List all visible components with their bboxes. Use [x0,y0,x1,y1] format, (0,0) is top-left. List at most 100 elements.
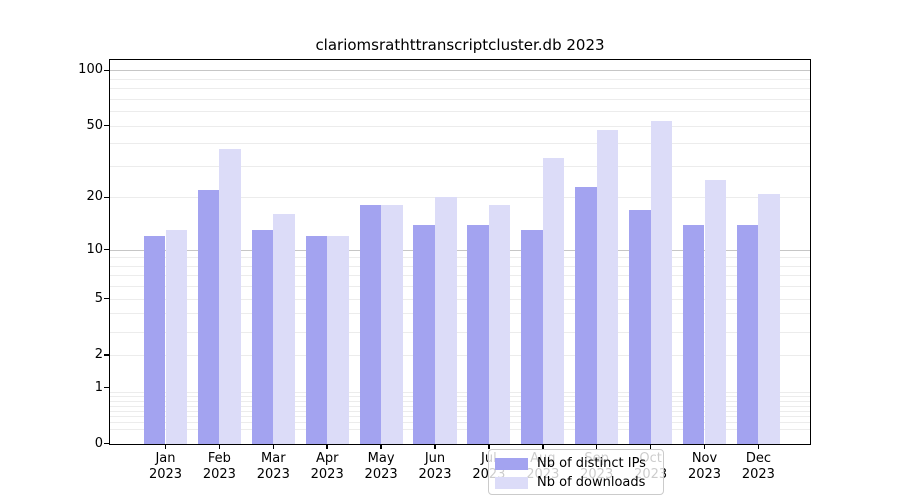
x-tick-month: Mar [261,451,286,466]
bar-downloads-aug [542,158,565,444]
legend: Nb of distinct IPs Nb of downloads [488,449,664,495]
bar-ips-oct [629,209,651,444]
bar-downloads-jan [165,230,188,444]
bar-downloads-jun [435,197,457,444]
bar-downloads-sep [596,130,619,444]
gridline-minor-0.5 [110,410,810,412]
bar-ips-may [359,205,382,444]
gridline-minor-0.7 [110,400,810,402]
bar-downloads-mar [273,214,295,444]
x-tick-label-mar: Mar 2023 [245,451,301,483]
y-tick-10 [104,248,110,251]
legend-item-downloads: Nb of downloads [495,474,663,491]
gridline-minor-40 [110,143,810,145]
x-tick-year: 2023 [202,467,236,482]
x-tick-month: May [367,451,395,466]
x-tick-month: Jan [155,451,176,466]
gridline-minor-60 [110,111,810,113]
legend-label-distinct-ips: Nb of distinct IPs [537,455,646,471]
x-tick-year: 2023 [418,467,452,482]
gridline-minor-7 [110,275,810,277]
x-tick-label-jan: Jan 2023 [138,451,194,483]
gridline-major-10 [110,249,810,251]
y-tick-label-100: 100 [78,62,103,78]
x-tick-aug [542,444,544,449]
x-tick-year: 2023 [364,467,398,482]
x-tick-label-dec: Dec 2023 [730,451,786,483]
bar-ips-jul [467,224,489,444]
gridline-minor-6 [110,286,810,288]
x-tick-year: 2023 [687,467,722,482]
y-tick-0 [104,442,110,445]
y-tick-label-20: 20 [86,189,103,205]
x-tick-jun [434,444,436,449]
x-tick-nov [703,444,706,449]
bar-ips-jun [413,224,435,444]
x-tick-label-jun: Jun 2023 [407,451,463,483]
x-tick-apr [326,444,328,449]
legend-item-distinct-ips: Nb of distinct IPs [495,455,663,472]
x-tick-year: 2023 [741,467,775,482]
legend-label-downloads: Nb of downloads [537,474,646,490]
bar-downloads-apr [327,236,349,444]
bar-ips-mar [251,230,274,444]
bar-downloads-nov [704,180,727,444]
y-tick-label-10: 10 [86,241,103,257]
plot-area: Nb of distinct IPs Nb of downloads [109,59,811,495]
x-tick-month: Feb [207,451,231,466]
gridline-minor-50 [110,125,810,127]
x-tick-mar [272,444,275,449]
bar-ips-apr [305,236,328,444]
gridline-minor-2 [110,354,810,356]
x-tick-jul [488,444,490,449]
legend-swatch-distinct-ips [495,457,528,470]
gridline-minor-0.3 [110,422,810,424]
gridline-minor-0.9 [110,391,810,393]
bar-ips-dec [736,224,759,444]
x-tick-label-nov: Nov 2023 [677,451,733,483]
y-tick-50 [104,124,110,127]
x-tick-month: Jun [424,451,446,466]
x-tick-month: Apr [315,451,339,466]
x-tick-year: 2023 [310,467,344,482]
gridline-minor-0.2 [110,428,810,430]
bar-downloads-oct [650,120,673,444]
y-tick-100 [104,69,110,72]
x-tick-sep [595,444,598,449]
gridline-minor-0.4 [110,416,810,418]
gridline-minor-4 [110,313,810,315]
gridline-minor-0.6 [110,405,810,407]
y-tick-label-1: 1 [94,379,103,395]
bar-downloads-feb [219,149,241,444]
x-tick-year: 2023 [256,467,290,482]
legend-swatch-downloads [495,476,528,489]
gridline-minor-90 [110,78,810,80]
gridline-minor-70 [110,98,810,100]
bar-ips-sep [575,186,597,444]
x-tick-label-apr: Apr 2023 [299,451,355,483]
gridline-major-100 [110,70,810,72]
x-tick-dec [757,444,760,449]
chart-title: clariomsrathttranscriptcluster.db 2023 [315,36,605,54]
x-tick-label-may: May 2023 [353,451,409,483]
bar-ips-nov [682,224,705,444]
gridline-minor-0.8 [110,396,810,398]
y-tick-2 [104,354,110,356]
x-tick-month: Nov [691,451,718,466]
gridline-minor-9 [110,257,810,259]
y-tick-1 [104,386,110,389]
y-tick-label-50: 50 [86,117,103,133]
x-tick-month: Dec [745,451,771,466]
y-tick-label-0: 0 [94,435,103,451]
y-tick-label-5: 5 [94,290,103,306]
y-tick-20 [104,196,110,199]
gridline-minor-5 [110,298,810,300]
gridline-minor-20 [110,197,810,199]
bar-ips-jan [143,236,166,444]
x-tick-label-feb: Feb 2023 [191,451,247,483]
y-tick-5 [104,297,110,300]
bar-downloads-jul [488,205,511,444]
x-tick-jan [164,444,167,449]
gridline-minor-30 [110,165,810,167]
